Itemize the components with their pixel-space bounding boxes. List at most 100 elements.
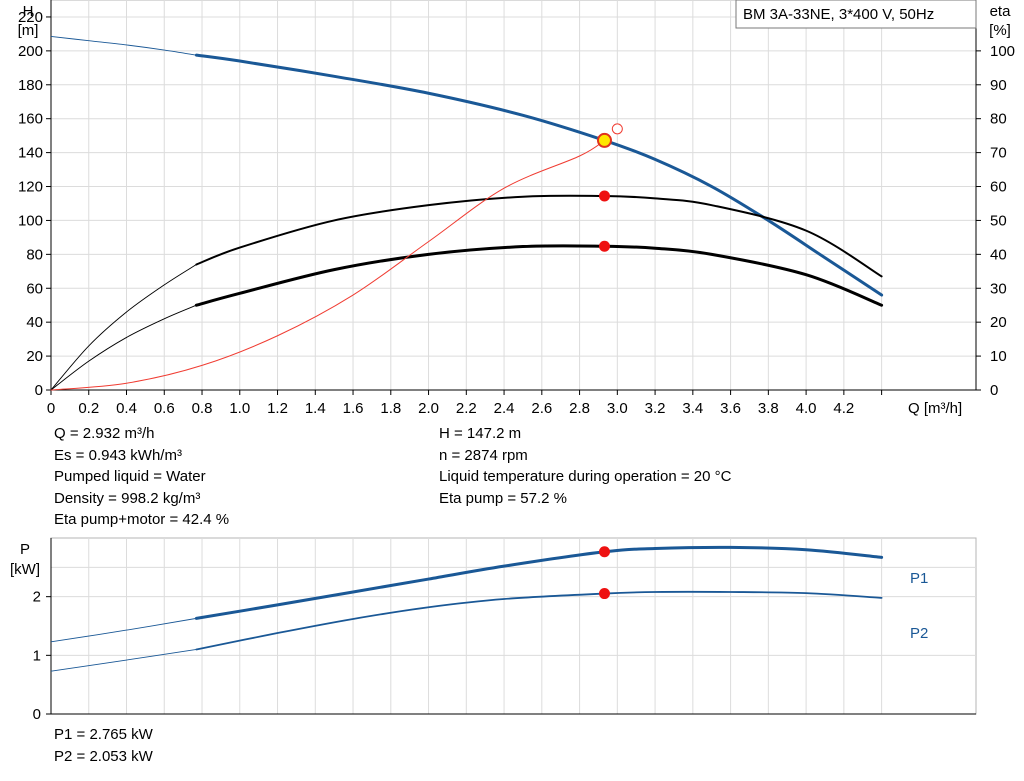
p2-operating-point [598, 588, 610, 600]
power-plot: 0 1 2 P [kW] P1 P2 [10, 537, 977, 723]
main-y2-tick-label: 10 [990, 348, 1007, 365]
main-y-tick-label: 100 [18, 212, 43, 229]
main-x-tick-label: 3.0 [607, 400, 628, 417]
main-y2-tick-label: 90 [990, 77, 1007, 94]
main-x-tick-label: 1.8 [380, 400, 401, 417]
main-x-tick-label: 2.8 [569, 400, 590, 417]
main-y-tick-label: 120 [18, 179, 43, 196]
main-x-tick-label: 3.2 [645, 400, 666, 417]
info-speed: n = 2874 rpm [439, 446, 528, 464]
eta-pump-operating-point [598, 190, 610, 202]
info-p2: P2 = 2.053 kW [54, 747, 153, 765]
main-y2-tick-label: 20 [990, 314, 1007, 331]
power-y-tick-label: 1 [33, 647, 41, 664]
h-curve [194, 53, 884, 297]
eta-pump-extrapolated-curve [50, 264, 197, 391]
p1-operating-point [598, 546, 610, 558]
main-x-tick-label: 0.8 [192, 400, 213, 417]
main-y2-tick-label: 100 [990, 43, 1015, 60]
main-x-tick-label: 2.4 [494, 400, 515, 417]
main-plot: 0 20 40 60 80 100 120 140 160 180 200 220 0 10 20 30 40… [18, 0, 1015, 417]
duty-info-left: Q = 2.932 m³/h Es = 0.943 kWh/m³ Pumped … [54, 423, 229, 531]
power-markers [598, 546, 610, 600]
main-y-tick-label: 40 [26, 314, 43, 331]
main-x-tick-label: 0.4 [116, 400, 137, 417]
main-x-tick-label: 1.6 [343, 400, 364, 417]
info-density: Density = 998.2 kg/m³ [54, 489, 201, 507]
main-y2-tick-label: 70 [990, 145, 1007, 162]
eta-pump-motor-extrapolated-curve [50, 304, 197, 391]
main-y-tick-label: 220 [18, 9, 43, 26]
chart-title: BM 3A-33NE, 3*400 V, 50Hz [743, 6, 934, 23]
head-operating-point [596, 132, 612, 148]
series-label-p1: P1 [910, 570, 928, 587]
main-x-ticks: 0 0.2 0.4 0.6 0.8 1.0 1.2 1.4 1.6 1.8 2.0 2.2 2.4 2.6… [47, 390, 883, 417]
main-x-tick-label: 3.6 [720, 400, 741, 417]
main-y-ticks: 0 20 40 60 80 100 120 140 160 180 200 220 [18, 9, 51, 399]
series-label-p2: P2 [910, 625, 928, 642]
main-y2-axis-label-1: eta [990, 3, 1012, 20]
p2-curve [195, 590, 883, 651]
info-eta-pump: Eta pump = 57.2 % [439, 489, 567, 507]
main-x-tick-label: 4.0 [796, 400, 817, 417]
main-y-tick-label: 0 [35, 382, 43, 399]
main-y2-tick-label: 80 [990, 111, 1007, 128]
chart-title-box: BM 3A-33NE, 3*400 V, 50Hz [735, 0, 977, 29]
power-y-axis-label-1: P [20, 541, 30, 558]
main-x-tick-label: 2.6 [531, 400, 552, 417]
main-plot-frame [50, 0, 977, 391]
requested-duty-point [611, 123, 623, 135]
main-x-tick-label: 0.6 [154, 400, 175, 417]
main-x-tick-label: 1.2 [267, 400, 288, 417]
info-head: H = 147.2 m [439, 425, 522, 442]
main-grid [50, 0, 977, 391]
main-y2-tick-label: 60 [990, 179, 1007, 196]
main-y-tick-label: 140 [18, 145, 43, 162]
main-y2-tick-label: 40 [990, 246, 1007, 263]
info-eta-pump-motor: Eta pump+motor = 42.4 % [54, 511, 230, 528]
main-x-tick-label: 1.4 [305, 400, 326, 417]
main-y-tick-label: 60 [26, 280, 43, 297]
main-x-tick-label: 0.2 [78, 400, 99, 417]
main-y-tick-label: 20 [26, 348, 43, 365]
power-y-tick-label: 2 [33, 589, 41, 606]
main-x-tick-label: 3.4 [682, 400, 703, 417]
info-p1: P1 = 2.765 kW [54, 726, 153, 743]
main-markers [596, 123, 623, 252]
eta-pump-motor-operating-point [598, 240, 610, 252]
main-series [50, 36, 884, 391]
main-x-axis-label: Q [m³/h] [908, 400, 962, 417]
power-y-axis-label-2: [kW] [10, 561, 40, 578]
main-y-tick-label: 80 [26, 246, 43, 263]
duty-info-right: H = 147.2 m n = 2874 rpm Liquid temperat… [439, 423, 731, 509]
eta-pump-motor-curve [194, 244, 884, 307]
eta-pump-curve [195, 194, 883, 278]
power-y-ticks: 0 1 2 [33, 589, 51, 723]
main-x-tick-label: 2.2 [456, 400, 477, 417]
info-specific-energy: Es = 0.943 kWh/m³ [54, 446, 182, 464]
h-extrapolated-curve [50, 36, 197, 56]
main-x-tick-label: 3.8 [758, 400, 779, 417]
main-y2-tick-label: 30 [990, 280, 1007, 297]
main-y-tick-label: 200 [18, 43, 43, 60]
main-y2-tick-label: 0 [990, 382, 998, 399]
main-y2-tick-label: 50 [990, 212, 1007, 229]
main-y2-axis-label-2: [%] [989, 22, 1011, 39]
p1-extrapolated-curve [50, 617, 197, 643]
main-x-tick-label: 2.0 [418, 400, 439, 417]
p2-extrapolated-curve [50, 649, 197, 672]
info-flow: Q = 2.932 m³/h [54, 425, 155, 442]
main-y-axis-label-2: [m] [18, 22, 39, 39]
p1-curve [194, 545, 884, 620]
info-liquid-temperature: Liquid temperature during operation = 20… [439, 468, 732, 485]
power-info: P1 = 2.765 kW P2 = 2.053 kW [54, 724, 153, 767]
main-y-axis-label-1: H [23, 3, 34, 20]
power-grid [50, 538, 976, 715]
power-y-tick-label: 0 [33, 706, 41, 723]
main-x-tick-label: 0 [47, 400, 55, 417]
info-pumped-liquid: Pumped liquid = Water [54, 468, 206, 485]
main-y-tick-label: 180 [18, 77, 43, 94]
power-series [50, 545, 884, 672]
system-curve-curve [50, 139, 605, 391]
